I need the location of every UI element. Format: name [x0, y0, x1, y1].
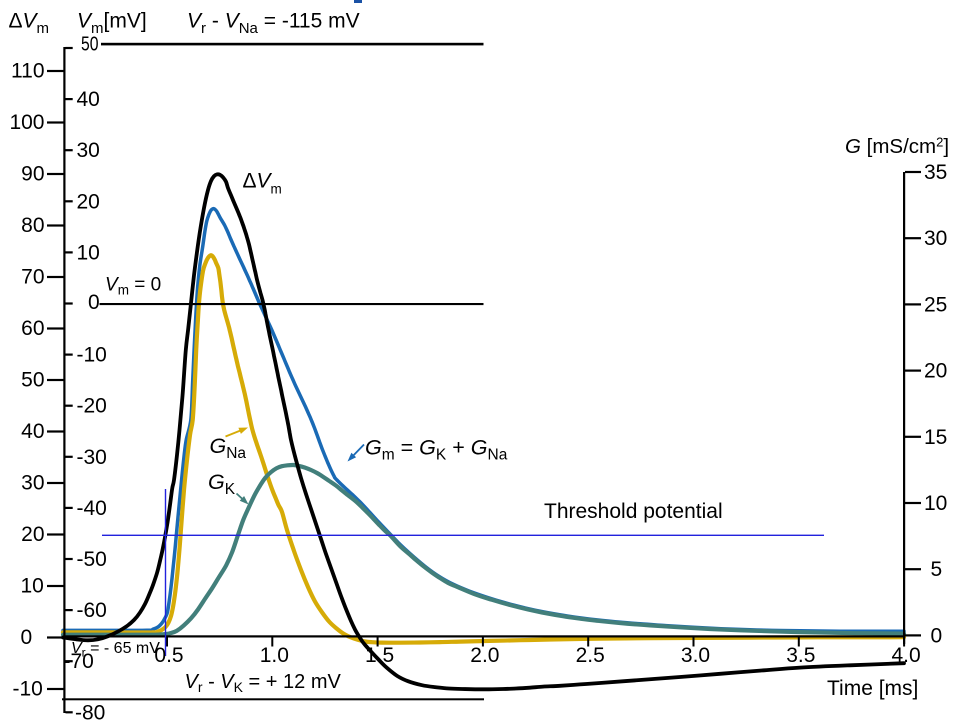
svg-text:-60: -60: [77, 599, 107, 622]
svg-text:GNa: GNa: [210, 434, 247, 462]
svg-text:40: 40: [77, 88, 100, 111]
svg-text:GK: GK: [208, 470, 236, 498]
svg-text:ΔVm: ΔVm: [9, 10, 50, 38]
svg-text:Threshold potential: Threshold potential: [544, 500, 723, 523]
svg-text:50: 50: [81, 33, 99, 55]
svg-text:25: 25: [924, 293, 947, 316]
svg-text:-10: -10: [77, 344, 107, 367]
svg-text:2.5: 2.5: [576, 644, 605, 667]
svg-text:20: 20: [924, 360, 947, 383]
svg-text:1.5: 1.5: [365, 644, 394, 667]
svg-text:80: 80: [21, 214, 44, 237]
svg-text:20: 20: [77, 190, 100, 213]
svg-text:10: 10: [924, 492, 947, 515]
svg-text:30: 30: [77, 139, 100, 162]
svg-text:90: 90: [21, 163, 44, 186]
svg-text:10: 10: [21, 575, 44, 598]
svg-text:Vr - VK = + 12 mV: Vr - VK = + 12 mV: [185, 671, 342, 695]
svg-text:35: 35: [924, 161, 947, 184]
svg-text:-30: -30: [77, 446, 107, 469]
svg-text:30: 30: [21, 472, 44, 495]
svg-text:1.0: 1.0: [260, 644, 289, 667]
svg-text:110: 110: [11, 60, 44, 83]
svg-text:3.5: 3.5: [786, 644, 815, 667]
svg-text:Time [ms]: Time [ms]: [827, 677, 918, 700]
svg-text:Vm = 0: Vm = 0: [105, 275, 161, 298]
svg-text:-70: -70: [64, 650, 94, 673]
svg-text:-50: -50: [77, 548, 107, 571]
svg-text:0: 0: [88, 291, 100, 314]
svg-text:G [mS/cm2]: G [mS/cm2]: [845, 135, 949, 159]
svg-text:5: 5: [931, 558, 943, 581]
svg-text:Vm[mV]: Vm[mV]: [77, 10, 147, 38]
svg-text:60: 60: [21, 317, 44, 340]
svg-text:40: 40: [21, 420, 44, 443]
svg-text:Gm = GK + GNa: Gm = GK + GNa: [365, 436, 508, 464]
svg-text:4.0: 4.0: [891, 644, 920, 667]
svg-text:0.5: 0.5: [154, 644, 183, 667]
svg-text:10: 10: [77, 241, 100, 264]
svg-text:3.0: 3.0: [681, 644, 710, 667]
svg-text:0: 0: [931, 624, 943, 647]
svg-text:15: 15: [924, 426, 947, 449]
svg-text:100: 100: [9, 111, 44, 134]
svg-text:-20: -20: [77, 395, 107, 418]
svg-text:0: 0: [21, 626, 33, 649]
svg-text:-10: -10: [13, 678, 43, 701]
svg-text:20: 20: [21, 523, 44, 546]
svg-text:70: 70: [21, 266, 44, 289]
svg-text:Vr - VNa = -115 mV: Vr - VNa = -115 mV: [187, 10, 360, 38]
svg-text:2.0: 2.0: [470, 644, 499, 667]
svg-text:50: 50: [21, 369, 44, 392]
svg-text:30: 30: [924, 227, 947, 250]
svg-text:Vr = - 65 mV: Vr = - 65 mV: [71, 640, 160, 660]
svg-text:-40: -40: [77, 497, 107, 520]
svg-text:-80: -80: [75, 701, 105, 724]
